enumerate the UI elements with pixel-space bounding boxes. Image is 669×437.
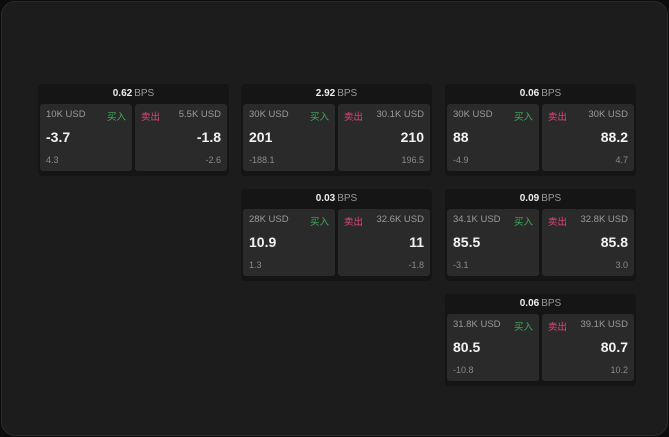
ask-price: 85.8 bbox=[600, 234, 628, 250]
bid-size: 31.8K USD bbox=[453, 319, 501, 330]
price-widget[interactable]: 0.06 BPS 30K USD 买入 88 -4.9 卖出 30K USD 88.2… bbox=[445, 84, 636, 176]
sell-cell[interactable]: 卖出 32.8K USD 85.8 3.0 bbox=[542, 209, 634, 276]
ask-size: 32.6K USD bbox=[376, 214, 424, 225]
spread-value: 2.92 bbox=[315, 88, 336, 99]
sell-label[interactable]: 卖出 bbox=[548, 322, 568, 333]
bid-change: 4.3 bbox=[46, 155, 59, 165]
sell-label[interactable]: 卖出 bbox=[344, 112, 364, 123]
ask-size: 32.8K USD bbox=[580, 214, 628, 225]
bid-size: 34.1K USD bbox=[453, 214, 501, 225]
bid-price: 88 bbox=[453, 129, 469, 145]
bid-change: -188.1 bbox=[249, 155, 275, 165]
ask-change: 10.2 bbox=[610, 365, 628, 375]
bid-change: -10.8 bbox=[453, 365, 474, 375]
ask-change: 4.7 bbox=[615, 155, 628, 165]
sell-label[interactable]: 卖出 bbox=[548, 112, 568, 123]
bid-change: -4.9 bbox=[453, 155, 469, 165]
buy-cell[interactable]: 28K USD 买入 10.9 1.3 bbox=[243, 209, 335, 276]
buy-cell[interactable]: 30K USD 买入 88 -4.9 bbox=[447, 104, 539, 171]
price-widget[interactable]: 0.09 BPS 34.1K USD 买入 85.5 -3.1 卖出 32.8K US… bbox=[445, 189, 636, 281]
spread-value: 0.06 bbox=[519, 88, 540, 99]
sell-cell[interactable]: 卖出 30K USD 88.2 4.7 bbox=[542, 104, 634, 171]
ask-price: 80.7 bbox=[600, 339, 628, 355]
buy-label[interactable]: 买入 bbox=[513, 322, 533, 333]
buy-label[interactable]: 买入 bbox=[309, 112, 329, 123]
bid-change: -3.1 bbox=[453, 260, 469, 270]
spread-unit: BPS bbox=[337, 193, 358, 204]
ask-price: 11 bbox=[409, 234, 424, 250]
sell-cell[interactable]: 卖出 5.5K USD -1.8 -2.6 bbox=[135, 104, 227, 171]
spread-unit: BPS bbox=[541, 193, 562, 204]
price-widget[interactable]: 0.03 BPS 28K USD 买入 10.9 1.3 卖出 32.6K USD 1… bbox=[241, 189, 432, 281]
spread-unit: BPS bbox=[134, 88, 155, 99]
bid-price: 10.9 bbox=[249, 234, 277, 250]
sell-label[interactable]: 卖出 bbox=[548, 217, 568, 228]
ask-size: 30K USD bbox=[588, 109, 628, 120]
bid-price: -3.7 bbox=[46, 129, 71, 145]
buy-cell[interactable]: 34.1K USD 买入 85.5 -3.1 bbox=[447, 209, 539, 276]
spread-header: 0.09 BPS bbox=[445, 189, 636, 209]
price-widget[interactable]: 2.92 BPS 30K USD 买入 201 -188.1 卖出 30.1K USD… bbox=[241, 84, 432, 176]
spread-header: 0.06 BPS bbox=[445, 84, 636, 104]
ask-size: 39.1K USD bbox=[580, 319, 628, 330]
buy-label[interactable]: 买入 bbox=[106, 112, 126, 123]
bid-price: 80.5 bbox=[453, 339, 481, 355]
ask-price: 88.2 bbox=[600, 129, 628, 145]
buy-label[interactable]: 买入 bbox=[513, 217, 533, 228]
bid-size: 10K USD bbox=[46, 109, 86, 120]
spread-value: 0.62 bbox=[112, 88, 133, 99]
buy-label[interactable]: 买入 bbox=[513, 112, 533, 123]
price-widget[interactable]: 0.62 BPS 10K USD 买入 -3.7 4.3 卖出 5.5K USD -1… bbox=[38, 84, 229, 176]
spread-value: 0.09 bbox=[519, 193, 540, 204]
price-widget[interactable]: 0.06 BPS 31.8K USD 买入 80.5 -10.8 卖出 39.1K U… bbox=[445, 294, 636, 386]
bid-change: 1.3 bbox=[249, 260, 262, 270]
bid-price: 85.5 bbox=[453, 234, 481, 250]
ask-size: 30.1K USD bbox=[376, 109, 424, 120]
buy-cell[interactable]: 31.8K USD 买入 80.5 -10.8 bbox=[447, 314, 539, 381]
buy-label[interactable]: 买入 bbox=[309, 217, 329, 228]
bid-size: 30K USD bbox=[453, 109, 493, 120]
ask-change: -2.6 bbox=[205, 155, 221, 165]
sell-label[interactable]: 卖出 bbox=[141, 112, 161, 123]
ask-price: 210 bbox=[400, 129, 424, 145]
spread-header: 0.03 BPS bbox=[241, 189, 432, 209]
ask-price: -1.8 bbox=[196, 129, 221, 145]
spread-header: 0.06 BPS bbox=[445, 294, 636, 314]
sell-label[interactable]: 卖出 bbox=[344, 217, 364, 228]
sell-cell[interactable]: 卖出 32.6K USD 11 -1.8 bbox=[338, 209, 430, 276]
ask-change: 196.5 bbox=[401, 155, 424, 165]
spread-unit: BPS bbox=[541, 88, 562, 99]
buy-cell[interactable]: 30K USD 买入 201 -188.1 bbox=[243, 104, 335, 171]
spread-header: 2.92 BPS bbox=[241, 84, 432, 104]
spread-header: 0.62 BPS bbox=[38, 84, 229, 104]
spread-unit: BPS bbox=[337, 88, 358, 99]
sell-cell[interactable]: 卖出 39.1K USD 80.7 10.2 bbox=[542, 314, 634, 381]
spread-value: 0.06 bbox=[519, 298, 540, 309]
sell-cell[interactable]: 卖出 30.1K USD 210 196.5 bbox=[338, 104, 430, 171]
buy-cell[interactable]: 10K USD 买入 -3.7 4.3 bbox=[40, 104, 132, 171]
bid-price: 201 bbox=[249, 129, 273, 145]
spread-value: 0.03 bbox=[315, 193, 336, 204]
ask-size: 5.5K USD bbox=[178, 109, 221, 120]
ask-change: -1.8 bbox=[408, 260, 424, 270]
ask-change: 3.0 bbox=[615, 260, 628, 270]
spread-unit: BPS bbox=[541, 298, 562, 309]
bid-size: 30K USD bbox=[249, 109, 289, 120]
bid-size: 28K USD bbox=[249, 214, 289, 225]
